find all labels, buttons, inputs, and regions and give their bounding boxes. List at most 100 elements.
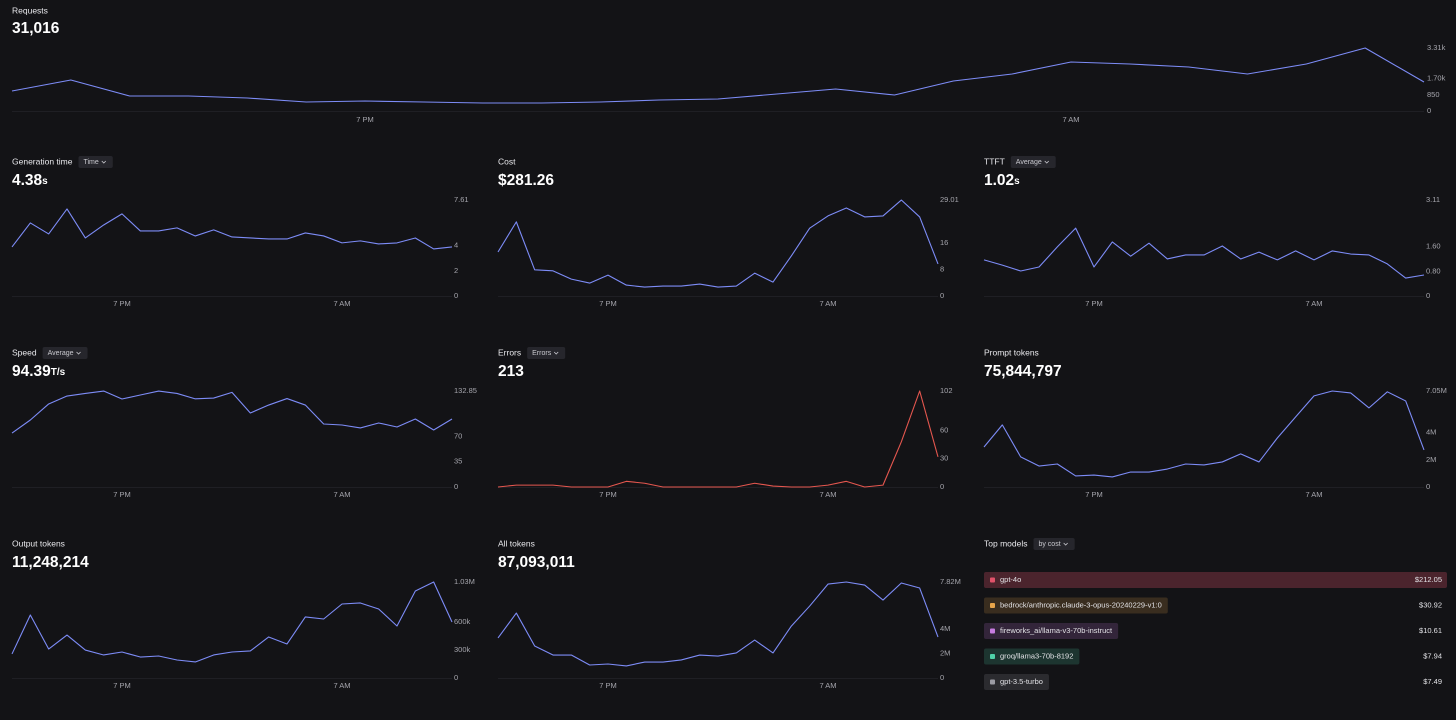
y-tick-label: 35 [454,457,462,466]
dropdown-chevron [553,351,559,355]
dropdown-background [1033,538,1075,550]
headline: 94.39T/s [12,363,66,380]
panel-title: Generation time [12,156,73,166]
headline-unit: s [1014,176,1020,187]
line-series [497,390,939,488]
y-tick-label: 0 [940,673,944,682]
model-name: fireworks_ai/llama-v3-70b-instruct [1000,626,1113,635]
y-tick-label: 0 [940,482,944,491]
y-tick-label: 7.61 [454,195,469,204]
y-tick-label: 7.82M [940,577,961,586]
y-tick-label: 0 [454,673,458,682]
x-tick-label: 7 PM [599,299,617,308]
dropdown-label: Time [83,159,98,166]
panel-title: Top models [984,538,1027,548]
x-tick-label: 7 PM [1085,490,1103,499]
model-row[interactable]: fireworks_ai/llama-v3-70b-instruct $10.61 [984,623,1442,639]
x-tick-label: 7 PM [356,115,374,124]
dropdown[interactable]: Time [78,156,113,168]
model-bar [984,597,1168,614]
dropdown[interactable]: Errors [527,347,566,359]
panel-title: TTFT [984,156,1005,166]
y-tick-label: 8 [940,265,944,274]
dropdown[interactable]: Average [1010,156,1056,168]
y-tick-label: 4 [454,241,458,250]
dropdown[interactable]: by cost [1033,538,1075,550]
dropdown-label: Errors [532,350,552,357]
y-tick-label: 29.01 [940,195,959,204]
headline-value: $281.26 [498,172,554,189]
model-name: gpt-3.5-turbo [1000,677,1043,686]
y-tick-label: 102 [940,386,953,395]
x-tick-label: 7 PM [599,490,617,499]
x-tick-label: 7 AM [333,490,350,499]
line-series [497,581,939,667]
line-series [11,390,453,434]
dropdown-background [1010,156,1056,168]
line-series [983,390,1425,478]
y-tick-label: 4M [1426,428,1436,437]
x-tick-label: 7 PM [113,299,131,308]
model-row[interactable]: bedrock/anthropic.claude-3-opus-20240229… [984,597,1442,614]
line-series [497,199,939,288]
model-swatch [990,603,995,608]
dropdown-chevron [1063,542,1068,546]
dropdown-chevron [76,351,81,355]
model-swatch [990,628,995,634]
headline-unit: s [42,176,48,187]
headline-value: 31,016 [12,20,60,37]
headline: 4.38s [12,172,48,189]
model-value: $7.94 [1423,651,1442,660]
y-tick-label: 2M [940,648,950,657]
dropdown-background [78,156,113,168]
y-tick-label: 300k [454,645,471,654]
model-row[interactable]: groq/llama3-70b-8192 $7.94 [984,648,1442,665]
x-tick-label: 7 PM [1085,299,1103,308]
headline: 213 [498,363,524,380]
x-tick-label: 7 AM [333,299,350,308]
line-series [11,47,1425,104]
headline-value: 94.39 [12,363,51,380]
model-swatch [990,654,995,659]
headline-unit: T/s [51,367,66,378]
y-tick-label: 600k [454,617,471,626]
dropdown[interactable]: Average [42,347,88,359]
y-tick-label: 1.60 [1426,242,1441,251]
y-tick-label: 2 [454,266,458,275]
headline: 11,248,214 [12,554,89,571]
y-tick-label: 850 [1427,90,1440,99]
y-tick-label: 0.80 [1426,266,1441,275]
dropdown-label: by cost [1038,541,1060,548]
x-tick-label: 7 AM [819,681,836,690]
model-bar [984,648,1080,665]
model-row[interactable]: gpt-4o $212.05 [984,572,1447,588]
model-name: groq/llama3-70b-8192 [1000,651,1073,660]
x-tick-label: 7 PM [599,681,617,690]
y-tick-label: 0 [1426,482,1430,491]
dropdown-chevron [101,160,107,164]
model-name: bedrock/anthropic.claude-3-opus-20240229… [1000,600,1162,609]
y-tick-label: 0 [1426,291,1430,300]
dropdown-background [527,347,566,359]
y-tick-label: 16 [940,238,948,247]
dropdown-chevron [1044,160,1050,164]
y-tick-label: 30 [940,454,948,463]
y-tick-label: 3.11 [1426,195,1440,204]
model-row[interactable]: gpt-3.5-turbo $7.49 [984,674,1442,690]
model-bar [984,674,1049,690]
panel-title: All tokens [498,538,535,548]
panel-title: Prompt tokens [984,347,1039,357]
line-series [983,227,1425,279]
x-tick-label: 7 AM [333,681,350,690]
headline-value: 11,248,214 [12,554,89,571]
x-tick-label: 7 AM [1305,299,1322,308]
x-tick-label: 7 PM [113,681,131,690]
x-tick-label: 7 PM [113,490,131,499]
headline: 87,093,011 [498,554,575,571]
y-tick-label: 1.03M [454,577,475,586]
x-tick-label: 7 AM [819,490,836,499]
model-bar [984,572,1447,588]
headline-value: 4.38 [12,172,43,189]
